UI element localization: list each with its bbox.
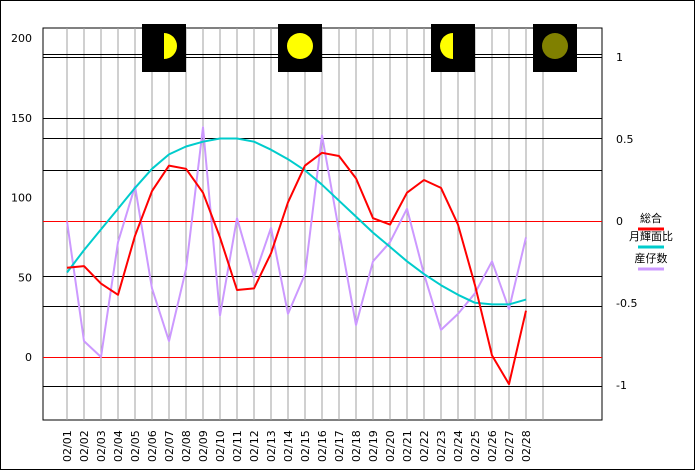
series-line-0	[66, 151, 527, 386]
x-tick-label: 02/14	[282, 430, 295, 462]
left-tick-label: 50	[18, 271, 32, 284]
x-tick-label: 02/21	[401, 430, 414, 462]
x-tick-label: 02/20	[384, 430, 397, 462]
moon-half-left	[440, 33, 453, 59]
x-tick-label: 02/18	[350, 430, 363, 462]
legend-label-1: 月輝面比	[629, 230, 673, 243]
x-tick-label: 02/03	[95, 430, 108, 462]
left-tick-label: 100	[11, 192, 32, 205]
right-tick-label: 0.5	[616, 133, 634, 146]
moon-new-icon	[533, 24, 577, 72]
x-tick-label: 02/23	[435, 430, 448, 462]
x-tick-label: 02/08	[180, 430, 193, 462]
legend-label-0: 総合	[640, 211, 662, 225]
legend-label-2: 産仔数	[635, 252, 668, 265]
right-tick-label: 1	[616, 51, 623, 64]
left-tick-label: 200	[11, 32, 32, 45]
x-tick-label: 02/22	[418, 430, 431, 462]
x-tick-label: 02/12	[248, 430, 261, 462]
x-tick-label: 02/26	[486, 430, 499, 462]
moon-disc	[287, 33, 313, 59]
x-tick-label: 02/24	[452, 430, 465, 462]
left-tick-label: 150	[11, 112, 32, 125]
moon-full-icon	[278, 24, 322, 72]
left-tick-label: 0	[25, 351, 32, 364]
x-axis-tick-labels: 02/01 02/02 02/03 02/04 02/05 02/06 02/07 02/08…	[61, 430, 533, 462]
right-tick-label: 0	[616, 215, 623, 228]
x-tick-label: 02/16	[316, 430, 329, 462]
series-line-1	[66, 137, 527, 306]
left-axis-ticks: 0 50 100 150 200	[11, 32, 32, 364]
x-tick-label: 02/07	[163, 430, 176, 462]
x-tick-label: 02/27	[503, 430, 516, 462]
moon-first-quarter-icon	[142, 24, 186, 72]
series-lines	[66, 126, 527, 386]
x-tick-label: 02/06	[146, 430, 159, 462]
x-tick-label: 02/15	[299, 430, 312, 462]
x-tick-label: 02/17	[333, 430, 346, 462]
x-tick-label: 02/28	[520, 430, 533, 462]
x-tick-label: 02/02	[78, 430, 91, 462]
x-tick-label: 02/25	[469, 430, 482, 462]
moon-last-quarter-icon	[431, 24, 475, 72]
x-tick-label: 02/01	[61, 430, 74, 462]
moon-phase-icons	[142, 24, 577, 72]
x-tick-label: 02/10	[214, 430, 227, 462]
x-tick-label: 02/19	[367, 430, 380, 462]
x-tick-label: 02/05	[129, 430, 142, 462]
right-tick-label: -0.5	[616, 297, 637, 310]
moon-half-right	[164, 33, 177, 59]
series-line-2	[66, 126, 527, 358]
x-tick-label: 02/13	[265, 430, 278, 462]
vertical-gridlines	[66, 28, 544, 420]
right-axis-ticks: -1 -0.5 0 0.5 1	[616, 51, 637, 392]
x-tick-label: 02/04	[112, 430, 125, 462]
moon-disc	[542, 33, 568, 59]
right-tick-label: -1	[616, 379, 627, 392]
x-tick-label: 02/11	[231, 430, 244, 462]
x-tick-label: 02/09	[197, 430, 210, 462]
